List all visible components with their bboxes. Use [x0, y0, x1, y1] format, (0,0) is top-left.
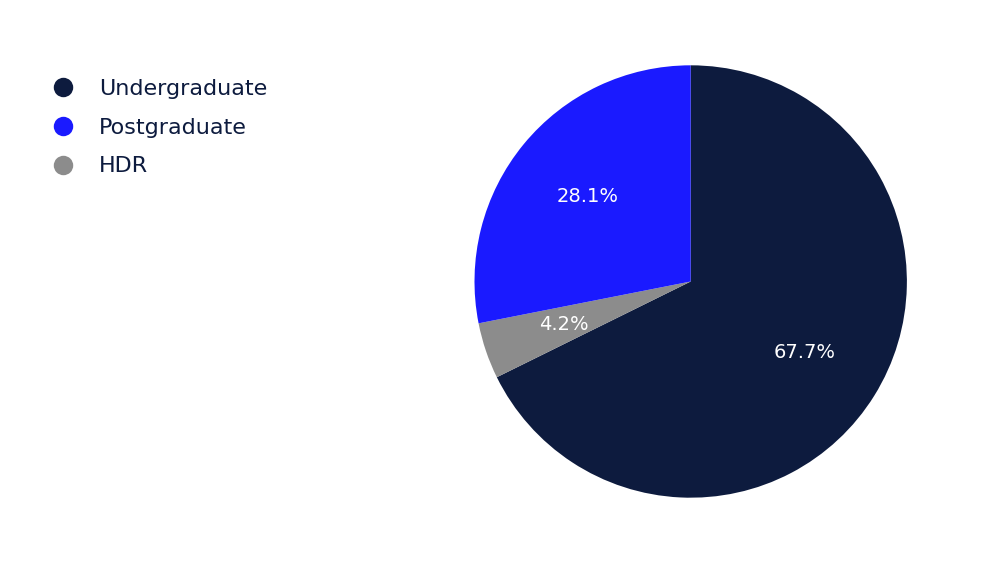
Legend: Undergraduate, Postgraduate, HDR: Undergraduate, Postgraduate, HDR [41, 79, 267, 176]
Text: 67.7%: 67.7% [774, 343, 836, 362]
Wedge shape [474, 65, 691, 323]
Text: 28.1%: 28.1% [557, 187, 619, 206]
Wedge shape [496, 65, 907, 498]
Text: 4.2%: 4.2% [539, 315, 589, 334]
Wedge shape [478, 282, 691, 377]
